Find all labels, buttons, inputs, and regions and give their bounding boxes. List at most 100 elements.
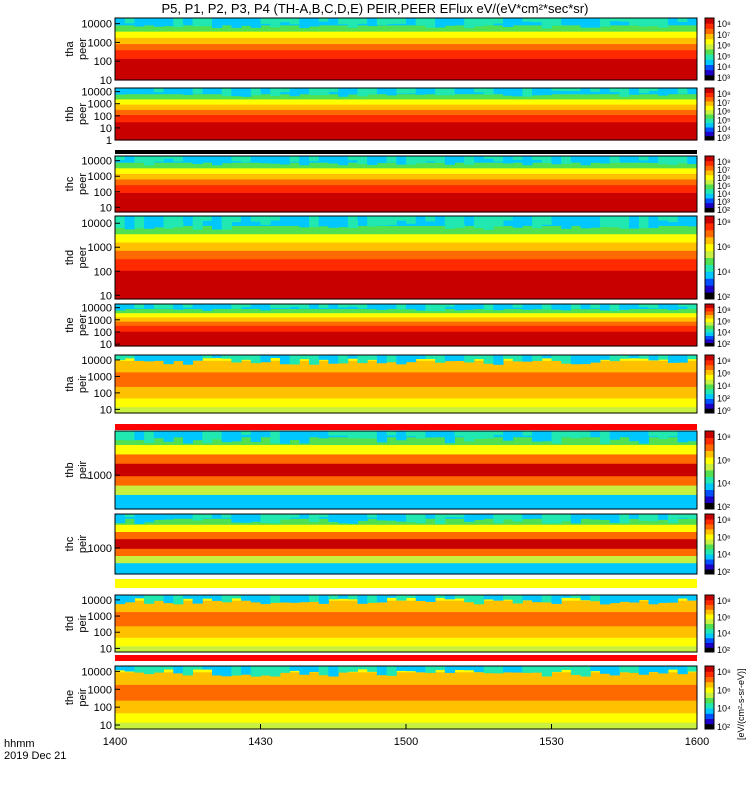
y-tick-label: 100 bbox=[94, 111, 112, 123]
status-strip bbox=[115, 579, 697, 588]
spectrogram-cell bbox=[357, 514, 368, 521]
spectrogram-cell bbox=[367, 595, 378, 603]
spectrogram-cell bbox=[600, 355, 611, 360]
spectrogram-cell bbox=[221, 304, 232, 309]
spectrogram-cell bbox=[580, 595, 591, 601]
colorbar-swatch bbox=[705, 325, 714, 329]
spectrogram-cell bbox=[541, 88, 552, 96]
colorbar-swatch bbox=[705, 388, 714, 395]
spectrogram-cell bbox=[425, 355, 436, 360]
panel-label-probe: tha bbox=[64, 40, 76, 56]
spectrogram-band bbox=[115, 225, 697, 235]
spectrogram-cell bbox=[532, 666, 543, 673]
spectrogram-cell bbox=[454, 355, 465, 362]
colorbar-swatch bbox=[705, 718, 714, 725]
colorbar-swatch bbox=[705, 318, 714, 322]
colorbar-tick-label: 10² bbox=[717, 567, 730, 577]
spectrogram-cell bbox=[367, 216, 378, 227]
spectrogram-cell bbox=[415, 304, 426, 311]
colorbar-swatch bbox=[705, 307, 714, 312]
spectrogram-cell bbox=[580, 304, 591, 310]
colorbar-tick-label: 10⁶ bbox=[717, 685, 731, 695]
spectrogram-band bbox=[115, 539, 697, 550]
spectrogram-cell bbox=[231, 304, 242, 309]
colorbar-tick-label: 10³ bbox=[717, 73, 730, 83]
spectrogram-cell bbox=[173, 666, 184, 674]
spectrogram-cell bbox=[318, 355, 329, 360]
panel-label-probe: thb bbox=[64, 462, 76, 477]
colorbar-tick-label: 10⁵ bbox=[717, 51, 731, 61]
spectrogram-cell bbox=[153, 666, 164, 673]
spectrogram-cell bbox=[376, 216, 388, 226]
spectrogram-band bbox=[115, 445, 697, 455]
spectrogram-cell bbox=[386, 156, 397, 163]
spectrogram-cell bbox=[629, 666, 640, 673]
colorbar-tick-label: 10² bbox=[717, 292, 730, 302]
spectrogram-cell bbox=[202, 304, 213, 311]
spectrogram-cell bbox=[173, 355, 184, 362]
spectrogram-cell bbox=[376, 18, 388, 25]
colorbar-tick-label: 10³ bbox=[717, 197, 730, 207]
y-tick-label: 10000 bbox=[81, 19, 112, 31]
spectrogram-cell bbox=[347, 88, 358, 95]
spectrogram-band bbox=[115, 250, 697, 260]
panel-frame bbox=[114, 430, 698, 510]
spectrogram-band bbox=[115, 168, 697, 175]
colorbar-swatch bbox=[705, 642, 714, 648]
spectrogram-cell bbox=[386, 431, 397, 436]
spectrogram-cell bbox=[376, 595, 388, 603]
colorbar-tick-label: 10⁶ bbox=[717, 41, 731, 51]
spectrogram-cell bbox=[270, 514, 281, 524]
spectrogram-cell bbox=[309, 355, 320, 365]
spectrogram-cell bbox=[677, 595, 688, 599]
spectrogram-cell bbox=[444, 18, 455, 26]
colorbar-swatch bbox=[705, 109, 714, 115]
spectrogram-cell bbox=[212, 431, 223, 440]
spectrogram-cell bbox=[658, 355, 669, 360]
spectrogram-cell bbox=[658, 216, 669, 221]
spectrogram-cell bbox=[134, 216, 145, 229]
spectrogram-cell bbox=[425, 216, 436, 222]
spectrogram-cell bbox=[338, 216, 349, 228]
spectrogram-cell bbox=[124, 355, 135, 359]
spectrogram-cell bbox=[241, 355, 252, 360]
spectrogram-cell bbox=[493, 88, 504, 92]
spectrogram-cell bbox=[406, 18, 417, 24]
colorbar-swatch bbox=[705, 618, 714, 624]
colorbar-swatch bbox=[705, 609, 714, 615]
spectrogram-cell bbox=[250, 216, 261, 222]
spectrogram-cell bbox=[464, 355, 475, 363]
spectrogram-cell bbox=[250, 156, 261, 163]
spectrogram-cell bbox=[338, 355, 349, 364]
panel-thb-peir: 1000 thb peir 10⁸ 10⁶ 10⁴ 10² bbox=[64, 430, 731, 512]
spectrogram-cell bbox=[444, 431, 455, 444]
colorbar-tick-label: 10⁶ bbox=[717, 532, 731, 542]
spectrogram-cell bbox=[512, 88, 523, 97]
spectrogram-cell bbox=[318, 431, 329, 439]
spectrogram-cell bbox=[270, 355, 281, 358]
panel-frame bbox=[114, 303, 698, 347]
spectrogram-cell bbox=[357, 666, 368, 670]
spectrogram-cell bbox=[454, 18, 465, 25]
spectrogram-cell bbox=[425, 666, 436, 673]
spectrogram-cell bbox=[522, 431, 533, 436]
panel-label-species: peer bbox=[77, 38, 89, 60]
spectrogram-cell bbox=[396, 88, 407, 94]
panel-frame bbox=[114, 594, 698, 653]
spectrogram-cell bbox=[260, 304, 271, 311]
spectrogram-cell bbox=[541, 304, 552, 310]
colorbar-swatch bbox=[705, 105, 714, 111]
spectrogram-cell bbox=[231, 595, 242, 599]
spectrogram-cell bbox=[212, 216, 223, 230]
y-tick-label: 10 bbox=[100, 123, 112, 135]
spectrogram-cell bbox=[590, 431, 601, 437]
colorbar-swatch bbox=[705, 514, 714, 520]
spectrogram-cell bbox=[182, 18, 194, 24]
colorbar-swatch bbox=[705, 681, 714, 688]
spectrogram-cell bbox=[270, 304, 281, 309]
spectrogram-cell bbox=[163, 514, 174, 520]
spectrogram-cell bbox=[386, 514, 397, 521]
spectrogram-cell bbox=[493, 595, 504, 601]
spectrogram-cell bbox=[658, 431, 669, 440]
spectrogram-cell bbox=[638, 18, 649, 27]
